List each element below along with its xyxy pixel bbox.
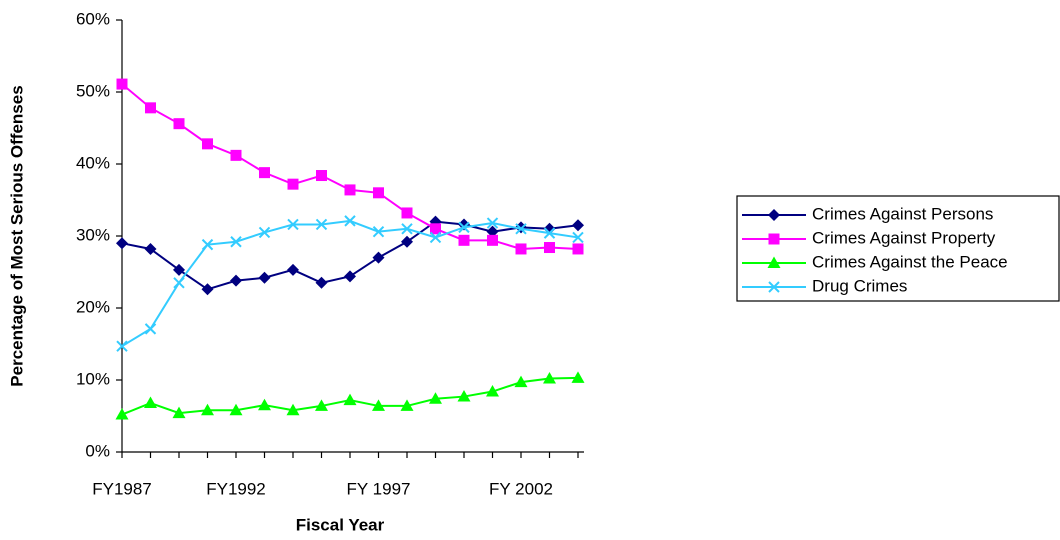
marker (230, 236, 242, 248)
legend-label: Drug Crimes (812, 276, 907, 295)
y-tick-label: 20% (76, 297, 110, 316)
marker (144, 396, 157, 409)
y-tick-label: 50% (76, 81, 110, 100)
legend-marker (768, 209, 780, 221)
marker (287, 218, 299, 231)
marker (571, 371, 585, 383)
legend-marker (767, 256, 781, 268)
marker (372, 251, 385, 264)
marker (145, 102, 156, 114)
y-tick-label: 60% (76, 9, 110, 28)
marker (230, 149, 242, 161)
marker (344, 184, 356, 196)
marker (515, 243, 527, 255)
marker (259, 167, 270, 179)
legend-label: Crimes Against Persons (812, 204, 993, 223)
marker (458, 221, 470, 234)
marker (116, 340, 128, 352)
x-axis-title: Fiscal Year (296, 515, 385, 534)
marker (515, 223, 527, 235)
marker (286, 403, 300, 416)
legend-label: Crimes Against Property (812, 228, 996, 247)
marker (372, 225, 385, 238)
marker (229, 403, 243, 416)
marker (201, 283, 214, 296)
y-tick-label: 0% (85, 441, 110, 460)
marker (173, 118, 185, 130)
marker (514, 375, 528, 388)
marker (486, 217, 499, 229)
marker (430, 223, 441, 235)
x-tick-label: FY1987 (92, 479, 152, 498)
marker (315, 399, 328, 411)
y-tick-label: 30% (76, 225, 110, 244)
marker (315, 276, 328, 289)
marker (544, 242, 555, 254)
marker (429, 231, 442, 244)
marker (230, 274, 242, 287)
marker (201, 403, 214, 416)
marker (287, 263, 299, 276)
marker (315, 218, 328, 231)
marker (116, 237, 128, 250)
marker (343, 393, 357, 406)
y-axis-title: Percentage of Most Serious Offenses (7, 85, 26, 386)
marker (172, 406, 186, 419)
marker (373, 187, 384, 199)
marker (458, 234, 470, 246)
marker (258, 398, 271, 411)
legend-marker (768, 281, 780, 293)
marker (486, 385, 499, 397)
legend-marker (768, 233, 780, 245)
marker (287, 178, 299, 190)
marker (144, 242, 157, 255)
marker (572, 231, 584, 244)
marker (457, 390, 471, 402)
x-tick-label: FY 2002 (489, 479, 553, 498)
marker (344, 270, 356, 283)
marker (486, 225, 499, 238)
marker (372, 399, 385, 411)
x-tick-label: FY 1997 (347, 479, 411, 498)
marker (487, 234, 498, 246)
marker (344, 215, 356, 227)
marker (258, 271, 271, 284)
x-tick-label: FY1992 (206, 479, 266, 498)
series-line (121, 219, 579, 348)
marker (401, 235, 413, 248)
legend-box (736, 195, 1060, 302)
marker (202, 138, 213, 150)
marker (144, 323, 157, 335)
marker (515, 221, 527, 234)
marker (401, 223, 413, 235)
marker (115, 408, 129, 420)
marker (173, 277, 185, 289)
series-line (121, 83, 579, 250)
marker (173, 263, 185, 276)
marker (258, 226, 271, 239)
marker (543, 372, 556, 384)
legend-label: Crimes Against the Peace (812, 252, 1008, 271)
marker (572, 243, 584, 255)
marker (116, 78, 128, 90)
y-tick-label: 40% (76, 153, 110, 172)
marker (429, 392, 442, 404)
y-tick-label: 10% (76, 369, 110, 388)
marker (201, 238, 214, 251)
marker (572, 219, 584, 232)
marker (401, 207, 413, 219)
marker (543, 227, 556, 239)
marker (400, 399, 414, 411)
marker (316, 170, 327, 182)
